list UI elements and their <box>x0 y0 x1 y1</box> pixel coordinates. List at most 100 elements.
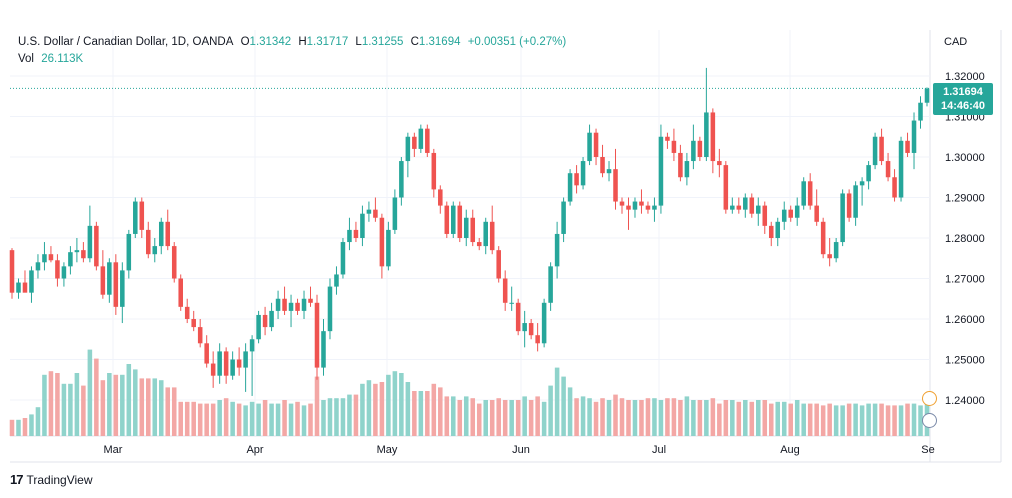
volume-bar <box>327 398 333 436</box>
last-price-value: 1.31694 <box>943 86 983 98</box>
volume-bar <box>463 396 469 436</box>
volume-bar <box>723 400 729 436</box>
candle-body <box>418 128 424 149</box>
volume-bar <box>308 403 313 436</box>
candle-body <box>269 310 274 328</box>
volume-bar <box>600 398 605 436</box>
candle-body <box>152 246 158 255</box>
volume-bar <box>256 403 261 436</box>
symbol-title[interactable]: U.S. Dollar / Canadian Dollar, 1D, OANDA <box>18 36 234 48</box>
volume-bar <box>704 400 709 436</box>
volume-bar <box>846 403 852 436</box>
volume-bar <box>593 401 599 436</box>
candle-body <box>652 205 657 210</box>
candle-body <box>9 250 15 293</box>
candle-body <box>16 282 21 293</box>
candle-body <box>827 254 832 259</box>
volume-bar <box>807 403 813 436</box>
volume-bar <box>678 400 683 436</box>
footer-brand[interactable]: 17 TradingView <box>10 472 93 487</box>
candle-body <box>171 246 177 279</box>
volume-bar <box>249 401 255 436</box>
volume-bar <box>340 398 346 436</box>
volume-bar <box>360 383 365 436</box>
volume-bar <box>788 403 793 436</box>
candle-body <box>775 221 781 238</box>
volume-bar <box>74 373 80 436</box>
volume-bar <box>282 400 287 436</box>
volume-bar <box>911 403 917 436</box>
volume-bar <box>457 400 463 436</box>
volume-bar <box>710 398 716 436</box>
volume-bar <box>632 400 638 436</box>
candle-body <box>723 165 729 210</box>
x-tick-label: Jun <box>512 444 530 456</box>
open-label: O <box>240 36 250 48</box>
candle-body <box>730 205 735 210</box>
volume-bar <box>178 401 183 436</box>
candle-body <box>288 302 294 311</box>
volume-bar <box>405 382 411 436</box>
volume-bar <box>171 387 177 436</box>
volume-bar <box>314 376 320 436</box>
candle-body <box>600 157 605 174</box>
candle-body <box>658 136 664 206</box>
candle-body <box>833 242 839 259</box>
candle-body <box>438 189 443 206</box>
candle-body <box>496 250 501 279</box>
volume-bar <box>107 373 112 436</box>
candle-body <box>236 359 242 368</box>
volume-bar <box>522 396 527 436</box>
candle-body <box>399 161 404 198</box>
high-label: H <box>298 36 307 48</box>
candle-body <box>210 363 216 376</box>
volume-bar <box>347 394 352 436</box>
candle-body <box>191 319 196 328</box>
candle-body <box>373 209 378 218</box>
candle-body <box>340 242 346 275</box>
candle-body <box>918 102 923 121</box>
volume-bar <box>768 403 774 436</box>
candle-body <box>353 229 359 238</box>
y-tick-label: 1.29000 <box>945 193 985 205</box>
currency-label: CAD <box>944 36 967 48</box>
volume-label[interactable]: Vol <box>18 53 34 65</box>
candle-body <box>61 266 67 279</box>
candle-body <box>788 209 793 218</box>
volume-bar <box>684 396 690 436</box>
flag-us-icon[interactable] <box>922 413 937 428</box>
candle-body <box>470 217 476 243</box>
volume-bar <box>898 405 904 436</box>
candle-body <box>587 132 592 162</box>
volume-bar <box>859 405 865 436</box>
candle-body <box>327 286 333 332</box>
volume-bar <box>502 400 508 436</box>
candle-body <box>314 302 320 368</box>
candle-body <box>717 161 722 166</box>
volume-bar <box>730 400 735 436</box>
volume-bar <box>606 400 612 436</box>
flag-ca-icon[interactable] <box>922 391 937 406</box>
candle-body <box>204 343 209 364</box>
volume-bar <box>872 403 878 436</box>
y-tick-label: 1.27000 <box>945 274 985 286</box>
volume-bar <box>295 401 300 436</box>
candle-body <box>48 254 54 261</box>
candle-body <box>217 351 222 376</box>
candle-body <box>632 201 638 210</box>
volume-bar <box>126 364 132 436</box>
candle-body <box>463 217 469 238</box>
candle-body <box>360 213 365 238</box>
candle-body <box>184 306 190 319</box>
volume-bar <box>113 374 119 436</box>
volume-bar <box>81 385 86 436</box>
candle-body <box>645 205 651 210</box>
volume-bar <box>580 396 586 436</box>
candle-body <box>100 266 106 295</box>
volume-bar <box>820 405 826 436</box>
candle-body <box>386 229 391 267</box>
candle-body <box>230 359 235 376</box>
candle-body <box>911 120 917 153</box>
